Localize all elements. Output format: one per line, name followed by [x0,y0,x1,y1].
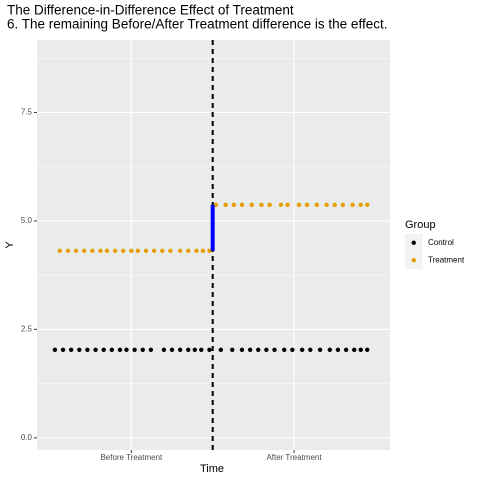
point [151,248,157,254]
point [169,347,175,352]
point [65,248,71,254]
point [296,202,302,208]
point [81,248,87,254]
point [207,347,212,352]
point [223,202,228,208]
point [314,202,319,208]
point [77,347,82,352]
point [247,347,253,352]
point [308,347,313,352]
legend-marker [411,240,416,245]
point [132,347,137,352]
point [143,248,149,254]
point [239,202,245,208]
point [168,248,173,254]
y-tick-label: 5.0 [21,216,33,225]
y-tick-label: 0.0 [21,433,33,442]
point [324,202,329,208]
point [249,202,254,208]
y-axis-label: Y [4,241,16,249]
point [85,347,90,352]
point [121,248,126,254]
point [52,347,58,352]
point [101,347,106,352]
point [109,347,115,352]
point [340,202,346,208]
point [304,202,310,208]
point [282,347,287,352]
point [192,347,197,352]
point [350,202,355,208]
point [218,347,224,352]
point [135,248,141,254]
point [186,248,191,254]
point [93,347,98,352]
point [290,347,295,352]
point [358,347,363,352]
point [239,347,245,352]
point [117,347,123,352]
legend-marker [411,258,416,263]
point [352,347,357,352]
point [161,347,167,352]
x-axis-label: Time [200,463,224,475]
point [186,347,191,352]
point [358,202,363,208]
point [98,248,103,254]
point [129,248,134,254]
point [200,248,206,254]
y-tick-label: 7.5 [21,108,33,117]
point [104,248,110,254]
point [148,347,154,352]
chart-title: The Difference-in-Difference Effect of T… [7,3,294,18]
point [60,347,66,352]
point [285,202,290,208]
point [272,347,277,352]
point [231,202,237,208]
legend-title: Group [405,219,436,231]
point [365,347,370,352]
x-tick-label: After Treatment [266,453,322,462]
point [230,347,235,352]
chart-subtitle: 6. The remaining Before/After Treatment … [7,17,387,32]
point [57,248,62,254]
point [112,248,118,254]
point [160,248,165,254]
point [194,248,199,254]
point [207,248,212,254]
point [68,347,74,352]
legend-label: Control [428,238,454,247]
y-tick-label: 2.5 [21,324,33,333]
point [199,347,204,352]
point [264,347,269,352]
point [177,248,183,254]
point [213,202,219,208]
point [278,202,284,208]
point [259,202,264,208]
x-tick-label: Before Treatment [100,453,163,462]
point [140,347,145,352]
point [332,202,337,208]
point [365,202,370,208]
point [335,347,341,352]
point [256,347,261,352]
point [267,202,272,208]
point [124,347,129,352]
point [317,347,323,352]
point [177,347,183,352]
point [343,347,349,352]
point [73,248,79,254]
legend-label: Treatment [428,256,465,265]
point [327,347,333,352]
point [299,347,305,352]
point [90,248,95,254]
